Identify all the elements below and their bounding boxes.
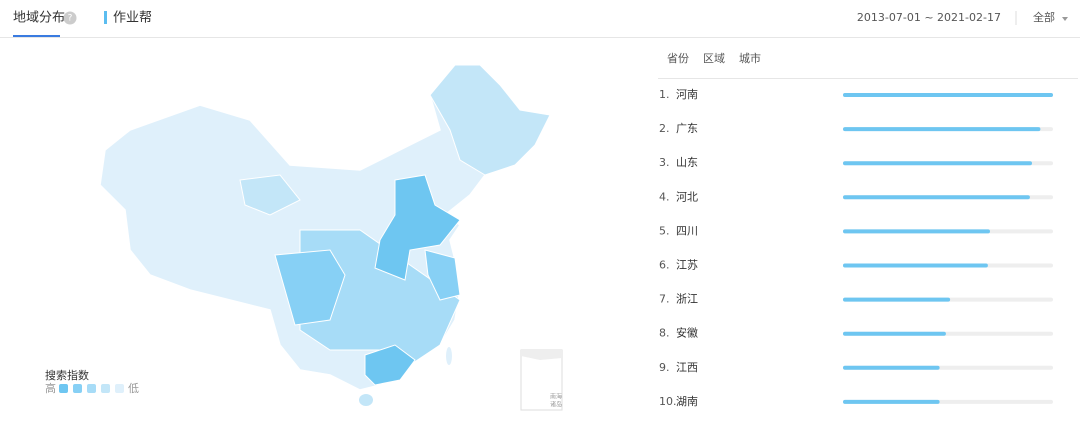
bar: [843, 195, 1030, 200]
region-hainan: [359, 394, 373, 406]
region-sichuan: [274, 249, 346, 326]
region-hebei-shandong-henan: [374, 174, 461, 281]
keyword: 作业帮: [113, 11, 152, 26]
rank: 4.: [659, 190, 670, 203]
china-map: [99, 64, 563, 411]
scope-select[interactable]: 全部: [1033, 10, 1055, 24]
province-name: 湖南: [676, 395, 698, 408]
legend-swatch: [73, 384, 82, 393]
bar: [843, 161, 1032, 166]
legend-swatch: [87, 384, 96, 393]
list-tab[interactable]: 区域: [703, 52, 725, 65]
legend-swatch: [59, 384, 68, 393]
rank: 2.: [659, 122, 670, 135]
rank: 6.: [659, 259, 670, 272]
rank: 3.: [659, 156, 670, 169]
province-name: 浙江: [676, 293, 698, 306]
date-range[interactable]: 2013-07-01 ~ 2021-02-17: [857, 11, 1001, 24]
province-name: 山东: [676, 156, 698, 169]
region-taiwan: [446, 347, 452, 365]
legend-swatch: [115, 384, 124, 393]
rank: 10.: [659, 395, 677, 408]
bar: [843, 331, 946, 336]
inset-land: [521, 350, 562, 360]
list-tab[interactable]: 省份: [667, 52, 689, 65]
province-name: 河南: [676, 88, 698, 101]
dropdown-caret[interactable]: [1062, 17, 1068, 21]
tab-title[interactable]: 地域分布: [13, 11, 65, 26]
bar: [843, 399, 940, 404]
legend-swatch: [101, 384, 110, 393]
region-jiangsu: [424, 249, 461, 301]
province-name: 江苏: [676, 259, 698, 272]
inset-label: 南海: [550, 393, 562, 401]
bar: [843, 297, 951, 302]
legend-title: 搜索指数: [45, 368, 89, 382]
legend-high: 高: [45, 381, 56, 395]
tabs: 省份 区域 城市: [667, 51, 761, 65]
list-tab[interactable]: 城市: [739, 51, 761, 65]
help-icon-bg[interactable]: [63, 11, 77, 25]
rank: 5.: [659, 224, 670, 237]
rank: 1.: [659, 88, 670, 101]
bar: [843, 127, 1041, 132]
inset-box: [520, 349, 563, 411]
bar: [843, 93, 1053, 97]
bar: [843, 263, 988, 268]
province-name: 河北: [676, 190, 698, 203]
rank: 9.: [659, 361, 670, 374]
rank: 7.: [659, 293, 670, 306]
province-name: 四川: [676, 224, 698, 237]
region-northeast: [429, 64, 551, 176]
inset-label: 诸岛: [550, 401, 562, 409]
region-guangdong: [364, 344, 416, 386]
bar: [843, 365, 940, 370]
province-name: 广东: [676, 122, 698, 135]
help-icon[interactable]: ?: [68, 14, 73, 24]
province-name: 江西: [676, 361, 698, 374]
rank: 8.: [659, 327, 670, 340]
ranking-list: 1. 河南 2. 广东 3. 山东 4. 河北 5. 四川 6. 江苏 7. 浙江 8. 安徽 9. 江西 10. 湖…: [659, 88, 1053, 408]
bar: [843, 229, 990, 234]
legend-low: 低: [128, 382, 139, 395]
keyword-marker: [104, 11, 107, 24]
region-north: [239, 174, 301, 216]
active-tab-underline: [13, 35, 60, 37]
province-name: 安徽: [676, 326, 698, 340]
